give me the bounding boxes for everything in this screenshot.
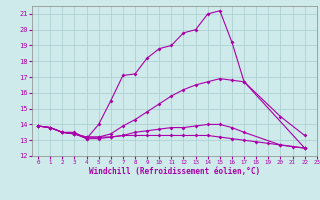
X-axis label: Windchill (Refroidissement éolien,°C): Windchill (Refroidissement éolien,°C) bbox=[89, 167, 260, 176]
